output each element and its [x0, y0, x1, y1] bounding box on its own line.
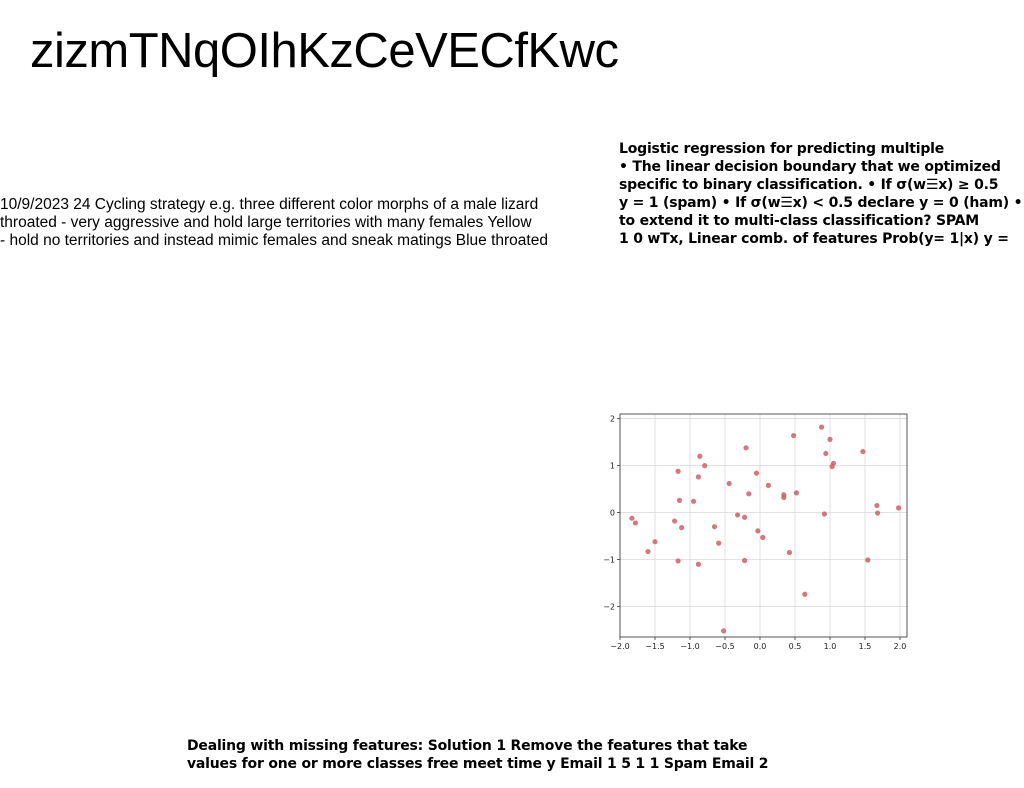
- scatter-point: [629, 515, 635, 521]
- scatter-point: [865, 557, 871, 563]
- scatter-point: [676, 497, 683, 503]
- scatter-point: [746, 491, 752, 497]
- scatter-point: [860, 448, 866, 455]
- x-tick-label: 1.5: [859, 642, 872, 650]
- x-tick-label: 0.0: [754, 642, 767, 650]
- y-tick-label: −1: [603, 556, 615, 565]
- scatter-point: [786, 549, 792, 556]
- scatter-point: [793, 490, 799, 496]
- text-line: Logistic regression for predicting multi…: [619, 141, 945, 157]
- scatter-point: [791, 432, 797, 439]
- x-tick-label: −1.0: [680, 642, 699, 650]
- x-tick-label: −1.5: [645, 642, 664, 650]
- scatter-point: [735, 512, 741, 518]
- y-tick-label: 1: [610, 462, 615, 471]
- scatter-point: [743, 445, 749, 451]
- scatter-point: [874, 502, 880, 509]
- x-tick-label: −2.0: [610, 642, 629, 650]
- text-line: y = 1 (spam) • If σ(w☰x) < 0.5 declare y…: [619, 195, 1023, 211]
- x-tick-label: 2.0: [894, 642, 907, 650]
- scatter-point: [753, 470, 760, 476]
- text-line: - hold no territories and instead mimic …: [0, 232, 548, 249]
- scatter-point: [765, 482, 771, 488]
- scatter-point: [802, 591, 808, 597]
- scatter-point: [672, 518, 678, 524]
- scatter-point: [827, 436, 833, 442]
- text-line: 1 0 wTx, Linear comb. of features Prob(y…: [619, 231, 1009, 247]
- scatter-point: [652, 539, 658, 545]
- y-tick-label: −2: [603, 602, 615, 611]
- text-line: Dealing with missing features: Solution …: [187, 738, 748, 754]
- text-line: • The linear decision boundary that we o…: [619, 159, 1001, 175]
- scatter-point: [695, 561, 701, 567]
- missing-features-text-block: Dealing with missing features: Solution …: [187, 737, 787, 773]
- logistic-regression-text-block: Logistic regression for predicting multi…: [619, 140, 1024, 248]
- scatter-point: [821, 511, 827, 517]
- scatter-point: [721, 628, 727, 634]
- scatter-point: [823, 450, 829, 457]
- scatter-point: [742, 514, 748, 520]
- scatter-point: [702, 463, 708, 469]
- text-line: values for one or more classes free meet…: [187, 756, 769, 772]
- plot-frame: [619, 413, 908, 638]
- scatter-plot: −2.0 −1.5 −1.0 −0.5 0.0 0.5 1.0 1.5 2.0 −2 −1 0 1 2: [603, 413, 908, 650]
- scatter-point: [755, 528, 761, 534]
- scatter-point: [742, 557, 748, 564]
- y-tick-label: 0: [610, 509, 615, 518]
- x-tick-label: 1.0: [824, 642, 837, 650]
- scatter-point: [697, 453, 703, 459]
- text-line: 10/9/2023 24 Cycling strategy e.g. three…: [0, 196, 539, 213]
- scatter-point: [830, 460, 837, 466]
- y-tick-label: 2: [610, 415, 615, 424]
- scatter-point: [781, 492, 787, 498]
- scatter-point: [690, 498, 697, 504]
- scatter-point: [875, 510, 881, 516]
- scatter-point: [716, 540, 722, 546]
- scatter-point: [819, 424, 825, 430]
- scatter-point: [896, 505, 902, 511]
- scatter-point: [632, 520, 638, 526]
- text-line: specific to binary classification. • If …: [619, 177, 999, 193]
- scatter-point: [711, 524, 718, 530]
- scatter-point: [695, 474, 701, 480]
- text-line: throated - very aggressive and hold larg…: [0, 214, 532, 231]
- text-line: to extend it to multi-class classificati…: [619, 213, 979, 229]
- scatter-point: [645, 548, 651, 555]
- scatter-point: [679, 525, 685, 531]
- x-tick-label: 0.5: [789, 642, 802, 650]
- lizard-text-block: 10/9/2023 24 Cycling strategy e.g. three…: [0, 196, 580, 250]
- x-tick-label: −0.5: [715, 642, 734, 650]
- page-title: zizmTNqOIhKzCeVECfKwc: [30, 24, 619, 78]
- scatter-point: [726, 480, 732, 487]
- scatter-point: [675, 558, 681, 564]
- scatter-point: [760, 534, 766, 541]
- scatter-point: [675, 468, 681, 474]
